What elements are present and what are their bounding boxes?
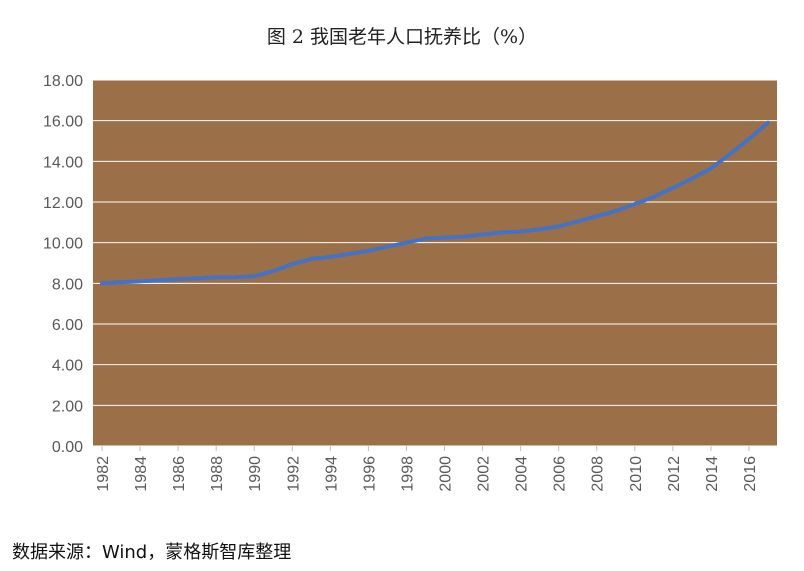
gridlines [93, 79, 777, 447]
x-tick-label: 2012 [666, 456, 683, 492]
series-line [100, 120, 770, 286]
x-tick-label: 1994 [323, 456, 340, 492]
x-tick-label: 2016 [742, 456, 759, 492]
x-tick-label: 1996 [361, 456, 378, 492]
x-tick-label: 1988 [209, 456, 226, 492]
y-tick-label: 0.00 [52, 439, 83, 456]
x-tick-label: 1984 [133, 456, 150, 492]
plot-area [93, 80, 777, 446]
x-tick-label: 2004 [514, 456, 531, 492]
y-tick-label: 4.00 [52, 358, 83, 375]
y-tick-label: 6.00 [52, 317, 83, 334]
x-tick-label: 1986 [171, 456, 188, 492]
chart-title: 图 2 我国老年人口抚养比（%） [266, 26, 538, 48]
y-tick-label: 8.00 [52, 276, 83, 293]
x-tick-label: 2010 [628, 456, 645, 492]
x-tick-label: 1992 [285, 456, 302, 492]
y-tick-label: 18.00 [43, 73, 83, 90]
x-tick-label: 1982 [95, 456, 112, 492]
x-tick-label: 2002 [476, 456, 493, 492]
y-tick-label: 14.00 [43, 154, 83, 171]
x-tick-label: 1990 [247, 456, 264, 492]
x-tick-label: 1998 [399, 456, 416, 492]
source-note: 数据来源：Wind，蒙格斯智库整理 [12, 542, 292, 563]
y-axis-ticks: 0.00 2.00 4.00 6.00 8.00 10.00 12.00 14.00 16.00… [43, 73, 83, 456]
x-tick-label: 2006 [552, 456, 569, 492]
x-tick-label: 2000 [438, 456, 455, 492]
x-tick-label: 2014 [704, 456, 721, 492]
series-layer [100, 120, 770, 286]
y-tick-label: 12.00 [43, 195, 83, 212]
y-tick-label: 2.00 [52, 398, 83, 415]
y-tick-label: 16.00 [43, 114, 83, 131]
y-tick-label: 10.00 [43, 236, 83, 253]
x-tick-label: 2008 [590, 456, 607, 492]
x-axis-ticks: 1982 1984 1986 1988 1990 1992 1994 1996 1998 2000… [95, 446, 759, 492]
